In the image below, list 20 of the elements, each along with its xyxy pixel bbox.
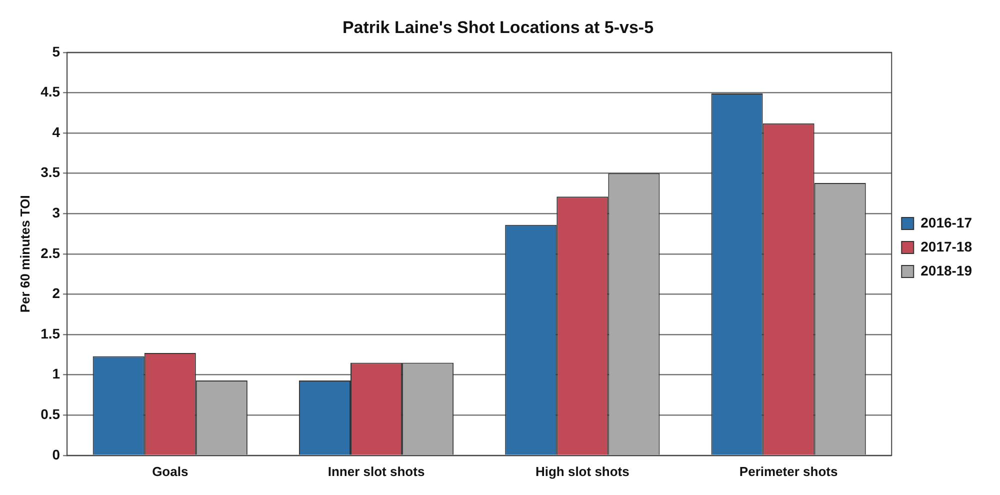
y-tick-label: 4	[52, 124, 60, 140]
y-tick-label: 2	[52, 285, 60, 302]
legend-label: 2016-17	[920, 214, 972, 230]
y-tick-label: 3	[52, 204, 60, 220]
y-tick-label: 4.5	[40, 84, 60, 100]
y-tick-label: 1.5	[40, 325, 60, 342]
y-tick-label: 3.5	[40, 164, 60, 180]
y-tick-label: 0	[52, 446, 60, 462]
x-tick-label: Inner slot shots	[328, 464, 425, 479]
legend-label: 2017-18	[920, 238, 972, 254]
legend-label: 2018-19	[920, 262, 972, 278]
chart-title: Patrik Laine's Shot Locations at 5-vs-5	[342, 18, 654, 37]
x-tick-label: High slot shots	[535, 464, 630, 479]
y-axis-title: Per 60 minutes TOI	[17, 195, 32, 313]
y-tick-label: 5	[52, 43, 60, 60]
x-tick-label: Perimeter shots	[739, 464, 838, 479]
y-tick-label: 0.5	[40, 406, 60, 422]
y-tick-label: 2.5	[40, 244, 60, 261]
y-tick-label: 1	[52, 366, 60, 382]
x-tick-label: Goals	[152, 464, 188, 479]
